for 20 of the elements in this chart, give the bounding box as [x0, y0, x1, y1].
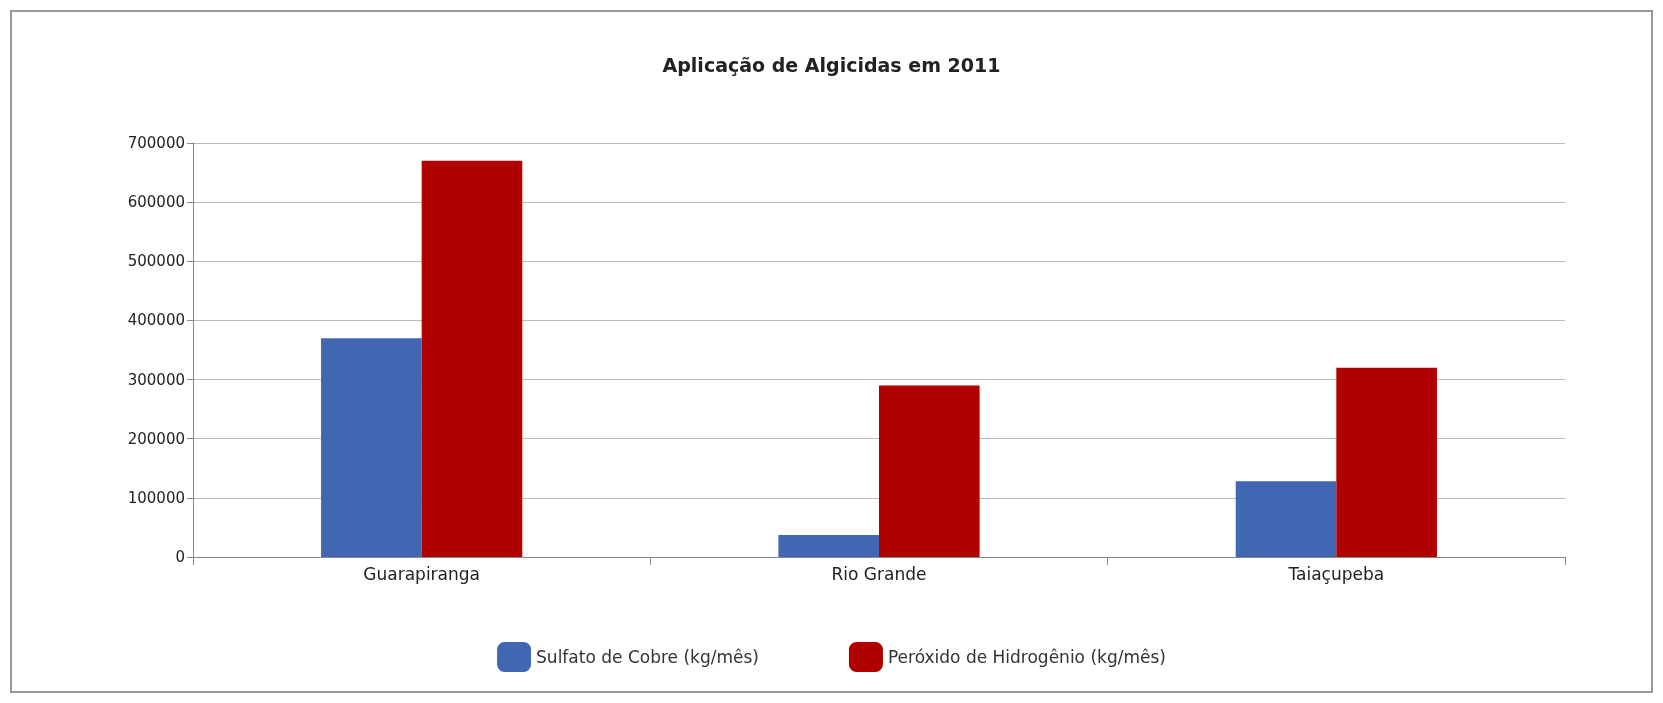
- chart-title: Aplicação de Algicidas em 2011: [662, 53, 1001, 76]
- x-tick-label: Guarapiranga: [363, 563, 481, 584]
- bar: [421, 160, 523, 557]
- y-tick-label: 200000: [127, 429, 185, 448]
- bar: [1235, 481, 1337, 557]
- y-tick-label: 0: [175, 548, 185, 566]
- y-tick-label: 300000: [127, 370, 185, 389]
- y-tick-label: 500000: [127, 252, 185, 271]
- y-tick-label: 100000: [127, 488, 185, 507]
- y-tick-label: 700000: [127, 134, 185, 152]
- bar: [321, 338, 422, 557]
- legend-label: Sulfato de Cobre (kg/mês): [536, 647, 759, 667]
- y-tick-label: 600000: [127, 193, 185, 212]
- bar: [778, 535, 879, 557]
- legend-label: Peróxido de Hidrogênio (kg/mês): [887, 647, 1166, 667]
- y-tick-label: 400000: [127, 311, 185, 330]
- bar: [879, 385, 980, 557]
- bar: [1336, 367, 1437, 557]
- x-tick-label: Taiaçupeba: [1287, 563, 1385, 584]
- x-tick-label: Rio Grande: [831, 563, 927, 584]
